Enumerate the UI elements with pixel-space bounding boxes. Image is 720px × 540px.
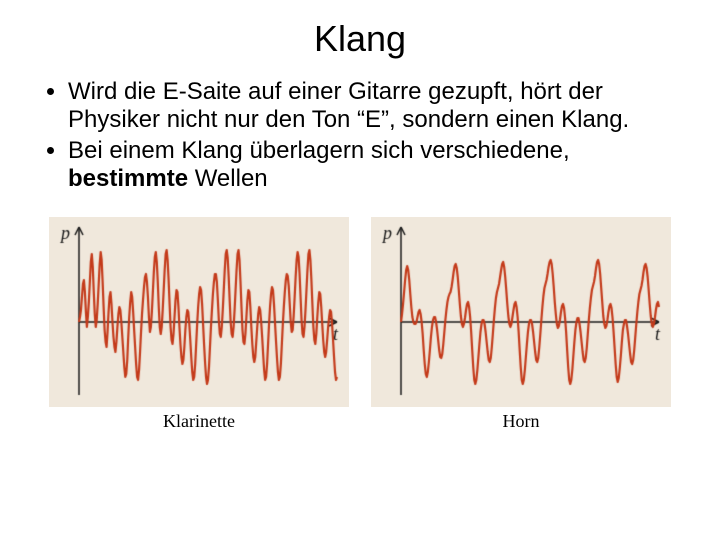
waveform-klarinette	[49, 217, 349, 407]
slide-body: Wird die E-Saite auf einer Gitarre gezup…	[0, 78, 720, 432]
bullet-text: Wird die E-Saite auf einer Gitarre gezup…	[68, 78, 629, 133]
charts-row: Klarinette Horn	[46, 217, 674, 432]
bullet-text-pre: Bei einem Klang überlagern sich verschie…	[68, 137, 570, 164]
chart-label-horn: Horn	[503, 411, 540, 432]
bullet-list: Wird die E-Saite auf einer Gitarre gezup…	[46, 78, 674, 193]
slide-title: Klang	[0, 0, 720, 78]
waveform-horn	[371, 217, 671, 407]
bullet-item: Bei einem Klang überlagern sich verschie…	[68, 137, 674, 194]
slide: Klang Wird die E-Saite auf einer Gitarre…	[0, 0, 720, 540]
chart-label-klarinette: Klarinette	[163, 411, 235, 432]
bullet-text-bold: bestimmte	[68, 165, 188, 192]
chart-horn: Horn	[371, 217, 671, 432]
bullet-text-post: Wellen	[188, 165, 268, 192]
bullet-item: Wird die E-Saite auf einer Gitarre gezup…	[68, 78, 674, 135]
chart-klarinette: Klarinette	[49, 217, 349, 432]
